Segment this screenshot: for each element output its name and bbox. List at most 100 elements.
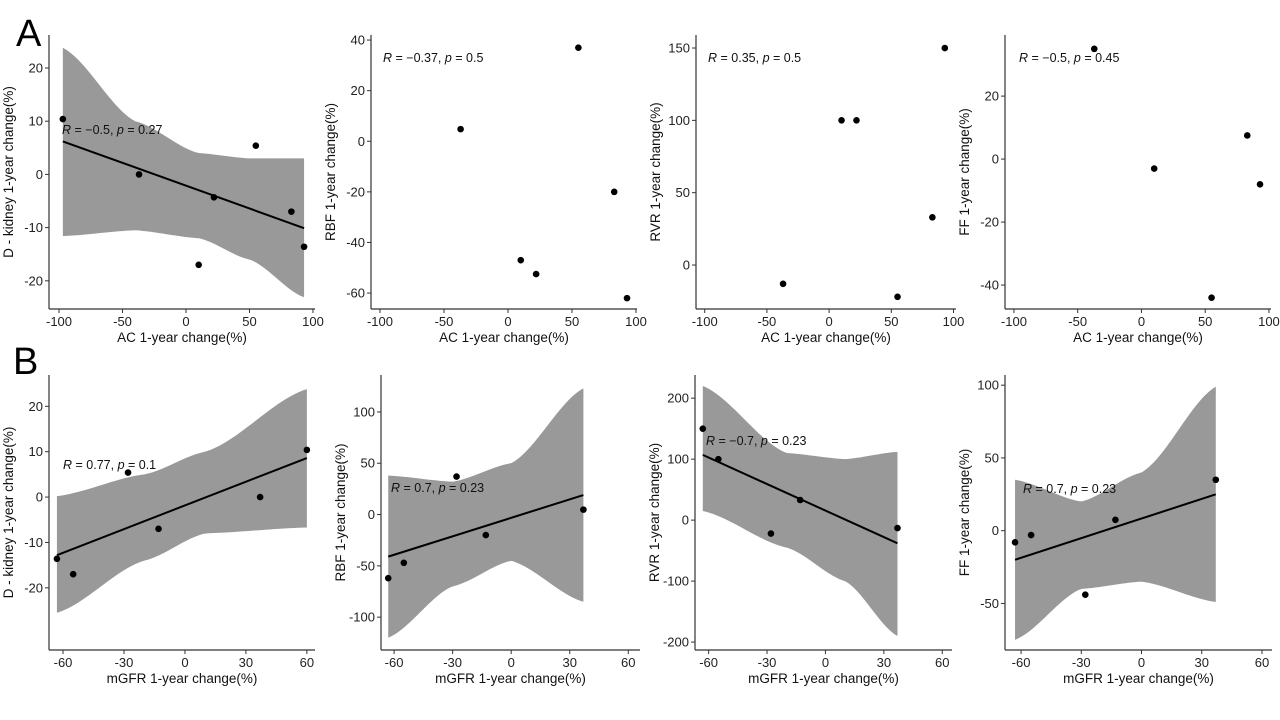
x-tick-label: -60 [699,655,718,670]
p-symbol: p [444,51,452,65]
scatter-plot-8: -60 -30 0 30 60 -50 0 50 100 mGFR 1-year change(%… [957,375,1272,686]
y-tick-label: -20 [980,215,999,230]
data-point [288,208,295,215]
r-symbol: R [383,51,392,65]
p-symbol: p [760,434,768,448]
p-symbol: p [117,458,125,472]
x-tick-label: -50 [758,314,777,329]
scatter-plot-6: -60 -30 0 30 60 -100 -50 0 50 100 mGFR 1-year chan… [333,375,640,686]
data-point [400,559,408,567]
x-tick-label: 100 [943,314,965,329]
x-axis-label: AC 1-year change(%) [439,330,569,345]
correlation-annotation: R = −0.5, p = 0.27 [62,123,162,137]
data-point [1243,132,1251,139]
y-axis-label: RVR 1-year change(%) [647,443,662,582]
x-tick-label: 0 [504,314,511,329]
data-point [1112,516,1119,524]
p-value: = 0.45 [1081,51,1120,65]
r-value: = −0.5, [1028,51,1074,65]
data-point [715,455,722,463]
y-tick-label: 0 [358,134,365,149]
data-point [894,524,901,532]
y-tick-label: -20 [346,184,365,199]
p-symbol: p [116,123,124,137]
y-tick-label: -40 [980,278,999,293]
data-point [894,293,901,301]
data-point [580,506,587,513]
panel-label-b: B [13,341,38,383]
y-tick-label: -20 [24,273,43,288]
x-tick-label: 100 [302,314,324,329]
y-tick-label: -50 [980,596,999,611]
y-tick-label: 0 [992,523,999,538]
data-point [256,493,264,501]
p-value: = 0.1 [125,458,157,472]
data-point [610,188,618,196]
x-tick-label: 30 [239,655,253,670]
data-point [838,117,845,124]
data-point [1256,180,1264,188]
x-tick-label: 0 [1138,655,1145,670]
y-tick-label: -100 [349,610,375,625]
y-axis-label: FF 1-year change(%) [957,108,972,236]
x-axis-label: AC 1-year change(%) [117,330,247,345]
x-axis-label: AC 1-year change(%) [1073,330,1203,345]
x-tick-label: 0 [182,314,189,329]
data-point [1027,531,1035,539]
p-value: = 0.23 [446,481,485,495]
y-tick-label: 40 [351,33,365,48]
regression-line [62,140,305,230]
y-tick-label: 100 [667,452,689,467]
r-value: = 0.77, [72,458,118,472]
x-tick-label: 100 [1258,314,1280,329]
y-tick-label: -40 [346,235,365,250]
r-symbol: R [1023,482,1032,496]
data-point [575,44,582,51]
y-tick-label: -200 [663,635,689,650]
data-point [1011,539,1019,546]
y-axis-label: RBF 1-year change(%) [333,443,348,581]
y-tick-label: 200 [667,391,689,406]
x-tick-label: -60 [54,655,73,670]
x-tick-label: 100 [625,314,647,329]
y-tick-label: 0 [683,258,690,273]
r-symbol: R [391,481,400,495]
r-value: = −0.7, [715,434,761,448]
data-point [69,570,77,578]
x-tick-label: 0 [822,655,829,670]
confidence-band [388,388,584,638]
r-value: = −0.37, [392,51,445,65]
data-point [699,425,707,432]
r-symbol: R [708,51,717,65]
data-point [1208,294,1215,301]
data-point [453,473,460,480]
r-symbol: R [62,123,71,137]
x-tick-label: 50 [565,314,579,329]
data-point [59,115,67,123]
correlation-annotation: R = 0.7, p = 0.23 [391,481,484,495]
data-point [124,469,132,476]
data-point [482,531,490,539]
p-symbol: p [762,51,770,65]
x-tick-label: -50 [435,314,454,329]
r-value: = −0.5, [71,123,117,137]
x-tick-label: 30 [563,655,577,670]
data-point [767,530,775,537]
x-tick-label: -30 [443,655,462,670]
y-tick-label: 10 [29,114,43,129]
p-value: = 0.5 [452,51,484,65]
r-value: = 0.7, [400,481,439,495]
data-point [1090,45,1098,53]
x-tick-label: -100 [367,314,393,329]
y-tick-label: 20 [29,60,43,75]
y-axis-label: D - kidney 1-year change(%) [1,86,16,258]
data-point [1150,165,1158,172]
confidence-band [1015,386,1216,640]
y-tick-label: -60 [346,286,365,301]
x-tick-label: -50 [113,314,132,329]
r-symbol: R [706,434,715,448]
regression-line [56,457,308,557]
x-axis-label: mGFR 1-year change(%) [435,671,586,686]
confidence-band [56,389,307,613]
